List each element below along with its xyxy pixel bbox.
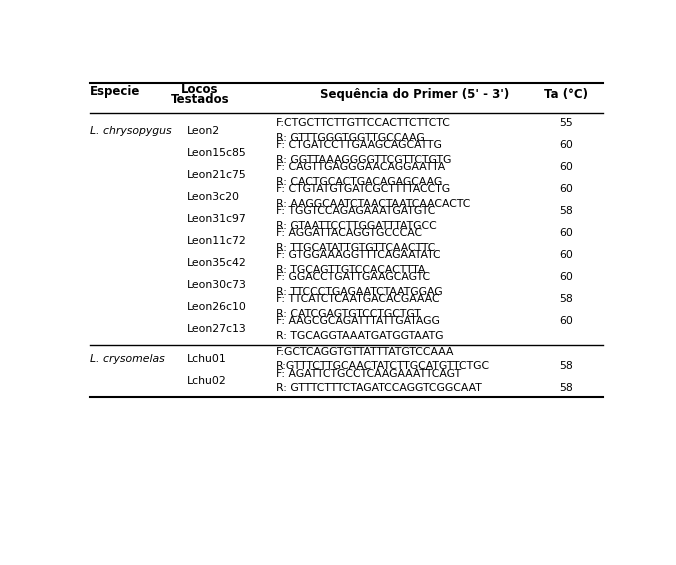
Text: Lchu01: Lchu01 [187,354,226,364]
Text: R: GGTTAAAGGGGTTCGTTCTGTG: R: GGTTAAAGGGGTTCGTTCTGTG [276,155,451,165]
Text: 55: 55 [560,119,573,128]
Text: R: TGCAGGTAAATGATGGTAATG: R: TGCAGGTAAATGATGGTAATG [276,331,443,341]
Text: 60: 60 [560,272,573,282]
Text: Sequência do Primer (5' - 3'): Sequência do Primer (5' - 3') [320,88,509,101]
Text: F: TTCATCTCAATGACACGAAAC: F: TTCATCTCAATGACACGAAAC [276,294,439,305]
Text: R:GTTTCTTGCAACTATCTTGCATGTTCTGC: R:GTTTCTTGCAACTATCTTGCATGTTCTGC [276,362,490,372]
Text: R: GTTTGGGTGGTTGCCAAG: R: GTTTGGGTGGTTGCCAAG [276,133,425,143]
Text: 60: 60 [560,250,573,260]
Text: Leon35c42: Leon35c42 [187,258,247,268]
Text: F: CTGTATGTGATCGCTTTTACCTG: F: CTGTATGTGATCGCTTTTACCTG [276,184,450,194]
Text: F: TGGTCCAGAGAAATGATGTC: F: TGGTCCAGAGAAATGATGTC [276,206,435,216]
Text: R: CATCGAGTGTCCTGCTGT: R: CATCGAGTGTCCTGCTGT [276,309,420,319]
Text: 60: 60 [560,163,573,172]
Text: F:GCTCAGGTGTTATTTATGTCCAAA: F:GCTCAGGTGTTATTTATGTCCAAA [276,347,454,357]
Text: F: AAGCGCAGATTTATTGATAGG: F: AAGCGCAGATTTATTGATAGG [276,316,439,327]
Text: 60: 60 [560,228,573,238]
Text: R: GTTTCTTTCTAGATCCAGGTCGGCAAT: R: GTTTCTTTCTAGATCCAGGTCGGCAAT [276,384,481,393]
Text: F: GGACCTGATTGAAGCAGTC: F: GGACCTGATTGAAGCAGTC [276,272,430,282]
Text: F: CTGATCCTTGAAGCAGCATTG: F: CTGATCCTTGAAGCAGCATTG [276,141,441,150]
Text: Leon30c73: Leon30c73 [187,280,247,290]
Text: Leon27c13: Leon27c13 [187,324,247,333]
Text: F: GTGGAAAGGTTTCAGAATATC: F: GTGGAAAGGTTTCAGAATATC [276,250,440,260]
Text: Leon3c20: Leon3c20 [187,192,240,202]
Text: 58: 58 [560,206,573,216]
Text: Leon21c75: Leon21c75 [187,170,247,180]
Text: 58: 58 [560,294,573,305]
Text: L. crysomelas: L. crysomelas [90,354,164,364]
Text: Leon11c72: Leon11c72 [187,236,247,246]
Text: 60: 60 [560,184,573,194]
Text: Testados: Testados [170,93,229,106]
Text: Lchu02: Lchu02 [187,376,226,386]
Text: F:CTGCTTCTTGTTCCACTTCTTCTC: F:CTGCTTCTTGTTCCACTTCTTCTC [276,119,451,128]
Text: 58: 58 [560,384,573,393]
Text: 60: 60 [560,141,573,150]
Text: 60: 60 [560,316,573,327]
Text: Leon26c10: Leon26c10 [187,302,247,312]
Text: F: CAGTTGAGGGAACAGGAATTA: F: CAGTTGAGGGAACAGGAATTA [276,163,445,172]
Text: F: AGGATTACAGGTGCCCAC: F: AGGATTACAGGTGCCCAC [276,228,422,238]
Text: F: AGATTCTGCCTCAAGAAATTCAGT: F: AGATTCTGCCTCAAGAAATTCAGT [276,369,461,379]
Text: Leon15c85: Leon15c85 [187,148,247,158]
Text: R: TGCAGTTGTCCACACTTTA: R: TGCAGTTGTCCACACTTTA [276,265,425,275]
Text: R: GTAATTCCTTGGATTTATGCC: R: GTAATTCCTTGGATTTATGCC [276,221,437,231]
Text: R: TTCCCTGAGAATCTAATGGAG: R: TTCCCTGAGAATCTAATGGAG [276,287,442,297]
Text: Ta (°C): Ta (°C) [544,88,589,101]
Text: L. chrysopygus: L. chrysopygus [90,126,171,136]
Text: Especie: Especie [90,85,140,98]
Text: 58: 58 [560,362,573,372]
Text: R: AAGGCAATCTAACTAATCAACACTC: R: AAGGCAATCTAACTAATCAACACTC [276,199,470,209]
Text: R: CACTGCACTGACAGAGCAAG: R: CACTGCACTGACAGAGCAAG [276,177,442,187]
Text: R: TTGCATATTGTGTTCAACTTC: R: TTGCATATTGTGTTCAACTTC [276,243,435,253]
Text: Leon2: Leon2 [187,126,220,136]
Text: Leon31c97: Leon31c97 [187,214,247,224]
Text: Locos: Locos [181,83,218,96]
